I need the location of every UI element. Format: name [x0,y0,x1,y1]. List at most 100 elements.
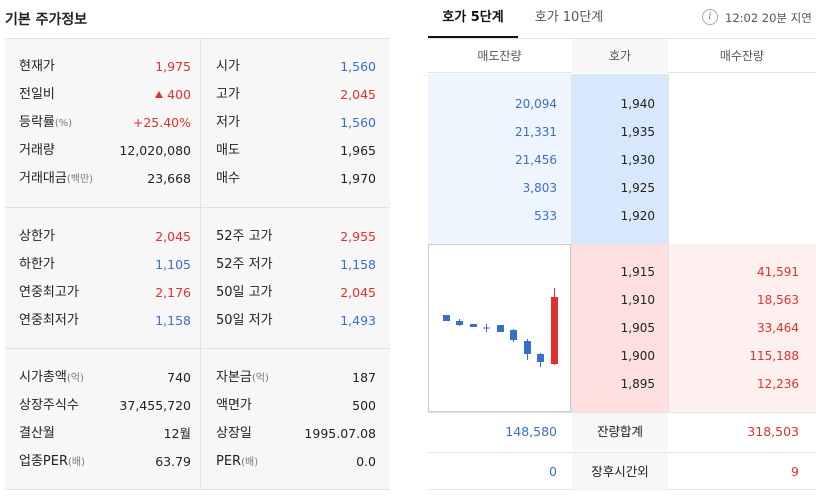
ask-price[interactable]: 1,925 [620,181,655,195]
ask-price[interactable]: 1,940 [620,97,655,111]
price-row: 매도 1,965 [216,137,376,165]
section-divider [5,207,390,208]
value-text: 1,493 [340,313,376,328]
price-row: 상장주식수 37,455,720 [19,392,191,420]
label-text: 상장일 [216,426,252,441]
label-unit: (백만) [66,174,94,185]
label-text: 52주 고가 [216,229,273,244]
price-row: 저가 1,560 [216,109,376,137]
bid-price[interactable]: 1,905 [620,321,655,335]
price-row: 50일 고가 2,045 [216,279,376,307]
price-row-value: 1,158 [155,307,191,335]
bid-qty: 33,464 [757,321,799,335]
ask-price[interactable]: 1,920 [620,209,655,223]
price-row: 52주 고가 2,955 [216,223,376,251]
value-text: 500 [352,398,376,413]
value-text: 37,455,720 [119,398,191,413]
price-row-value: 400 [155,81,191,109]
section-divider [5,348,390,349]
price-row: 시가 1,560 [216,53,376,81]
label-text: 상한가 [19,229,55,244]
bid-price[interactable]: 1,900 [620,349,655,363]
price-row-value: 2,045 [340,279,376,307]
label-unit: (억) [251,373,269,384]
value-text: 2,955 [340,229,376,244]
price-row: 연중최고가 2,176 [19,279,191,307]
price-row-label: 시가 [216,53,240,81]
price-row: 업종PER(배) 63.79 [19,448,191,476]
label-text: 매수 [216,171,240,186]
column-divider [571,74,572,412]
value-text: 400 [167,87,191,102]
bid-qty-zone [668,244,816,412]
price-row-value: 1,105 [155,251,191,279]
header-price: 호가 [572,39,668,73]
value-text: 1,560 [340,59,376,74]
value-text: 23,668 [147,171,191,186]
price-row: 결산월 12월 [19,420,191,448]
label-text: 현재가 [19,59,55,74]
price-row-value: 740 [167,364,191,392]
candle-chart-svg [443,288,558,367]
label-text: 고가 [216,87,240,102]
label-text: PER [216,454,242,469]
label-text: 시가 [216,59,240,74]
ask-qty: 21,456 [515,153,557,167]
ask-price[interactable]: 1,930 [620,153,655,167]
label-text: 하한가 [19,257,55,272]
value-text: 1,158 [340,257,376,272]
total-sell-qty: 148,580 [505,424,557,439]
label-text: 거래량 [19,143,55,158]
ask-qty: 533 [534,209,557,223]
tab-divider [428,38,816,39]
ask-price[interactable]: 1,935 [620,125,655,139]
tab-orderbook-5[interactable]: 호가 5단계 [428,0,518,38]
label-text: 등락률 [19,115,55,130]
label-unit: (배) [68,457,86,468]
total-buy-qty: 318,503 [747,424,799,439]
label-text: 연중최고가 [19,285,79,300]
bid-qty: 115,188 [749,349,799,363]
basic-price-table: 현재가 1,975 전일비 400 등락률(%) +25.40% 거래량 12,020,080… [5,38,390,490]
bid-qty: 18,563 [757,293,799,307]
price-row: 거래량 12,020,080 [19,137,191,165]
price-row: 거래대금(백만) 23,668 [19,165,191,193]
value-text: 1,105 [155,257,191,272]
tab-orderbook-10[interactable]: 호가 10단계 [534,10,604,25]
price-row-label: 매수 [216,165,240,193]
info-icon[interactable]: i [702,9,718,25]
price-row-label: 상한가 [19,223,55,251]
price-row-label: 등락률(%) [19,109,72,138]
price-row-label: 고가 [216,81,240,109]
orderbook-header: 매도잔량 호가 매수잔량 [428,39,816,73]
price-row: 52주 저가 1,158 [216,251,376,279]
price-row: 자본금(억) 187 [216,364,376,392]
candle [497,325,504,332]
bid-price[interactable]: 1,910 [620,293,655,307]
price-row-value: 1,493 [340,307,376,335]
price-row-label: 연중최저가 [19,307,79,335]
bid-price-zone [572,244,668,412]
price-row: 전일비 400 [19,81,191,109]
price-row-label: 매도 [216,137,240,165]
value-text: 2,045 [340,87,376,102]
price-row-value: 187 [352,364,376,392]
price-row-value: 1,560 [340,53,376,81]
basic-price-title: 기본 주가정보 [5,12,88,28]
price-row-value: 37,455,720 [119,392,191,420]
bid-price[interactable]: 1,915 [620,265,655,279]
price-row-value: 63.79 [155,448,191,476]
label-text: 50일 고가 [216,285,273,300]
bid-qty: 12,236 [757,377,799,391]
price-row: 하한가 1,105 [19,251,191,279]
label-unit: (배) [241,457,259,468]
price-row: 상한가 2,045 [19,223,191,251]
price-row: 등락률(%) +25.40% [19,109,191,137]
value-text: 2,045 [340,285,376,300]
price-row-label: 상장주식수 [19,392,79,420]
after-hours-sell-qty: 0 [549,464,557,479]
price-row-label: 결산월 [19,420,55,448]
price-row-value: 1,158 [340,251,376,279]
bid-price[interactable]: 1,895 [620,377,655,391]
header-buy-qty: 매수잔량 [719,49,765,63]
